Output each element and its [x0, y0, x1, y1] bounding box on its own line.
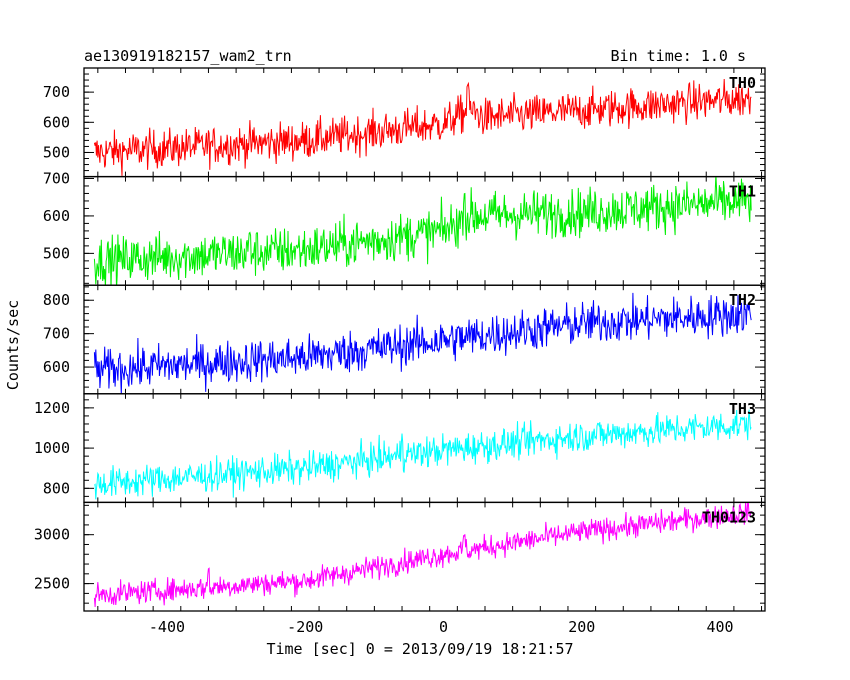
panel-frame — [83, 501, 766, 612]
y-axis-label: Counts/sec — [4, 300, 22, 390]
panel-label-th1: TH1 — [729, 183, 756, 201]
series-line-th0123 — [93, 502, 752, 608]
x-axis-label: Time [sec] 0 = 2013/09/19 18:21:57 — [266, 640, 573, 658]
series-line-th1 — [93, 176, 752, 286]
panel-label-th0: TH0 — [729, 74, 756, 92]
y-tick-label: 500 — [43, 143, 70, 161]
x-axis: -400 -200 0 200 400 — [149, 618, 734, 636]
panel-th1: 500 600 700 TH1 — [43, 169, 766, 286]
x-tick-label: -400 — [149, 618, 185, 636]
series-line-th2 — [93, 292, 752, 394]
y-tick-label: 700 — [43, 169, 70, 187]
y-tick-label: 500 — [43, 244, 70, 262]
panel-label-th3: TH3 — [729, 400, 756, 418]
x-tick-label: 200 — [568, 618, 595, 636]
y-tick-label: 800 — [43, 291, 70, 309]
x-tick-label: 0 — [439, 618, 448, 636]
series-line-th0 — [93, 78, 752, 176]
y-tick-label: 600 — [43, 358, 70, 376]
y-tick-label: 600 — [43, 207, 70, 225]
y-tick-label: 800 — [43, 479, 70, 497]
plot-title: ae130919182157_wam2_trn — [84, 47, 292, 65]
panels-group: 500 600 700 TH0 500 600 700 TH1 600 700 800 TH2 800 1… — [34, 67, 766, 612]
panel-th0123: 2500 3000 TH0123 — [34, 501, 766, 612]
x-tick-label: 400 — [707, 618, 734, 636]
y-tick-label: 1200 — [34, 399, 70, 417]
y-tick-label: 700 — [43, 83, 70, 101]
y-tick-label: 3000 — [34, 526, 70, 544]
panel-th2: 600 700 800 TH2 — [43, 284, 766, 395]
bin-time-label: Bin time: 1.0 s — [611, 47, 746, 65]
y-tick-label: 1000 — [34, 439, 70, 457]
panel-th3: 800 1000 1200 TH3 — [34, 393, 766, 504]
panel-label-th0123: TH0123 — [702, 508, 756, 526]
y-tick-label: 700 — [43, 325, 70, 343]
series-line-th3 — [94, 409, 752, 500]
panel-label-th2: TH2 — [729, 291, 756, 309]
x-tick-label: -200 — [287, 618, 323, 636]
y-tick-label: 600 — [43, 113, 70, 131]
y-tick-label: 2500 — [34, 575, 70, 593]
